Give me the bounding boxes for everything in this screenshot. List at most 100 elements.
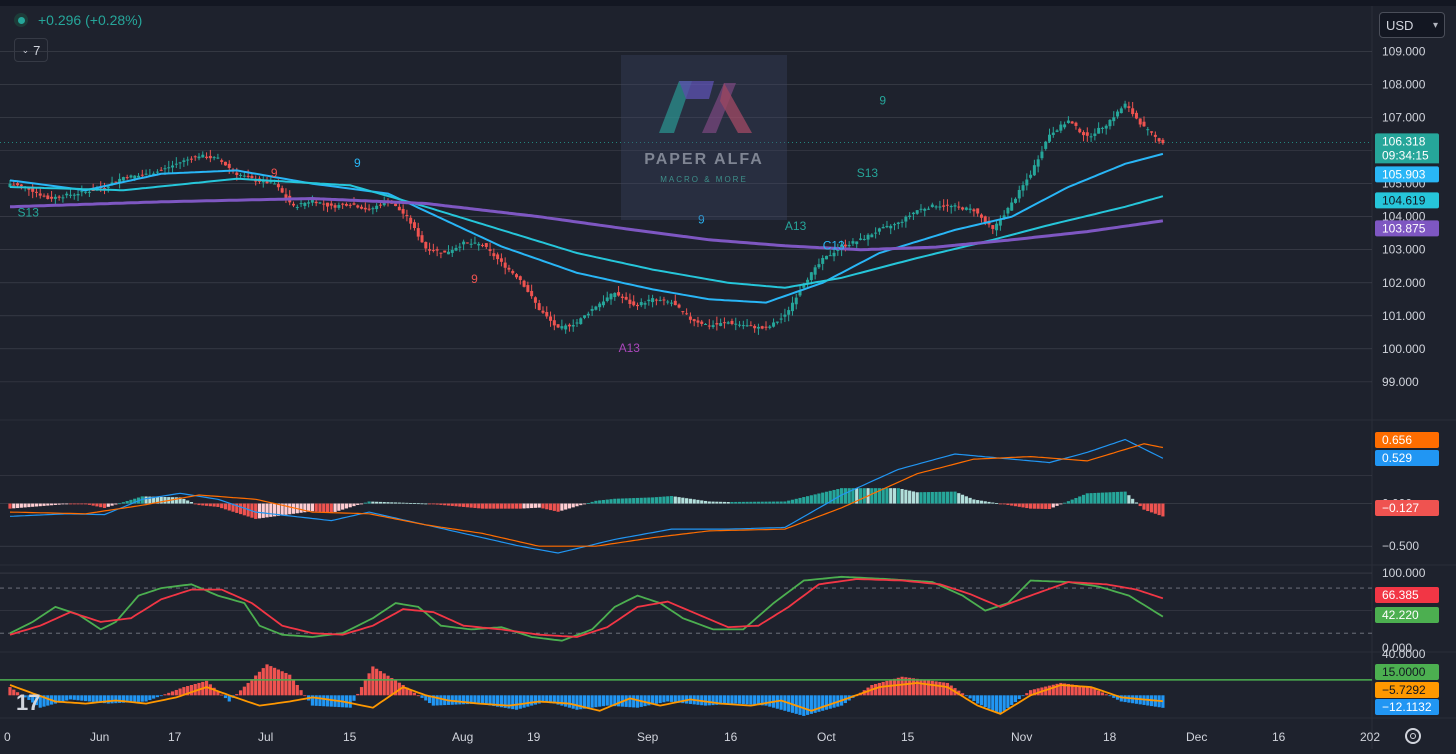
osc-histogram-bar <box>61 695 65 702</box>
macd-histogram-bar <box>639 497 643 504</box>
candle-body <box>212 157 216 159</box>
macd-histogram-bar <box>753 501 757 504</box>
tradingview-logo-icon[interactable]: 17 <box>16 690 41 715</box>
macd-histogram-bar <box>635 497 640 504</box>
candle-body <box>972 209 976 212</box>
candle-body <box>1089 136 1093 138</box>
candle-body <box>1059 124 1063 131</box>
candle-body <box>654 299 658 301</box>
currency-select[interactable]: USD ▾ <box>1379 12 1445 38</box>
osc-histogram-bar <box>923 679 927 696</box>
macd-histogram-bar <box>968 497 972 504</box>
candle-body <box>1108 119 1112 127</box>
candle-body <box>1040 151 1044 159</box>
settings-gear-icon[interactable] <box>1405 728 1421 744</box>
osc-histogram-bar <box>159 695 163 697</box>
osc-histogram-bar <box>186 686 190 696</box>
candle-body <box>416 228 420 237</box>
osc-histogram-bar <box>216 691 220 696</box>
osc-histogram-bar <box>19 694 23 696</box>
candle-body <box>772 322 776 327</box>
price-tick-label: 109.000 <box>1382 45 1426 59</box>
macd-histogram-bar <box>821 492 825 504</box>
osc-histogram-bar <box>359 687 364 696</box>
candle-body <box>764 326 768 328</box>
macd-histogram-bar <box>575 503 579 507</box>
candle-body <box>144 173 148 175</box>
osc-histogram-bar <box>919 679 923 696</box>
candle-body <box>836 249 840 251</box>
osc-histogram-bar <box>57 695 61 703</box>
candle-body <box>273 183 277 185</box>
macd-histogram-bar <box>363 502 367 504</box>
macd-histogram-bar <box>99 503 103 508</box>
candle-body <box>851 241 855 244</box>
candle-body <box>787 310 791 315</box>
osc-histogram-bar <box>318 695 322 707</box>
macd-histogram-bar <box>874 488 878 504</box>
candle-body <box>87 191 91 193</box>
osc-histogram-bar <box>454 695 458 705</box>
osc-histogram-bar <box>238 690 243 696</box>
macd-value-label: 0.529 <box>1382 451 1412 465</box>
macd-histogram-bar <box>269 503 273 517</box>
macd-histogram-bar <box>1066 501 1070 504</box>
candle-body <box>106 186 110 188</box>
market-status-icon[interactable] <box>14 13 28 27</box>
osc-histogram-bar <box>1047 685 1052 696</box>
candle-body <box>329 203 333 206</box>
macd-histogram-bar <box>548 503 553 511</box>
candle-body <box>874 232 878 234</box>
candle-body <box>348 204 352 206</box>
osc-histogram-bar <box>734 695 738 704</box>
macd-histogram-bar <box>1013 503 1018 507</box>
candle-body <box>477 243 481 246</box>
macd-histogram-bar <box>337 503 341 511</box>
macd-histogram-bar <box>484 503 488 509</box>
macd-histogram-bar <box>530 503 534 509</box>
candle-body <box>250 175 254 179</box>
osc-level-value-label-box <box>1375 664 1439 680</box>
osc-histogram-bar <box>632 695 636 708</box>
osc-histogram-bar <box>817 695 821 712</box>
macd-histogram-bar <box>1097 492 1101 504</box>
candle-body <box>930 204 934 208</box>
macd-histogram-bar <box>76 503 80 505</box>
candle-body <box>314 201 318 204</box>
macd-histogram-bar <box>1025 503 1029 509</box>
candle-body <box>280 188 284 193</box>
osc-histogram-bar <box>942 682 946 696</box>
macd-histogram-bar <box>783 501 787 504</box>
indicators-count: 7 <box>33 42 41 58</box>
candle-body <box>38 193 42 196</box>
candle-body <box>855 241 859 245</box>
macd-histogram-bar <box>586 502 590 504</box>
stoch-d-line <box>9 578 1164 638</box>
osc-histogram-bar <box>1081 686 1086 696</box>
osc-histogram-bar <box>87 695 91 702</box>
macd-histogram-bar <box>367 501 371 504</box>
candle-body <box>375 205 379 210</box>
candle-body <box>643 303 647 305</box>
candle-body <box>598 303 602 308</box>
candle-body <box>235 172 239 175</box>
macd-histogram-bar <box>129 499 133 504</box>
candle-body <box>458 246 462 248</box>
candle-body <box>496 254 500 260</box>
osc-histogram-bar <box>635 695 640 708</box>
osc-histogram-bar <box>1115 695 1120 700</box>
macd-histogram-bar <box>722 501 727 504</box>
macd-histogram-bar <box>182 498 186 504</box>
macd-histogram-bar <box>318 503 322 512</box>
osc-histogram-bar <box>465 695 469 705</box>
candle-body <box>734 323 738 325</box>
osc-histogram-bar <box>409 690 413 696</box>
osc-histogram-bar <box>76 695 80 701</box>
candle-body <box>685 313 689 315</box>
indicators-toggle[interactable]: ⌄ 7 <box>14 38 48 62</box>
osc-histogram-bar <box>647 695 651 706</box>
osc-histogram-bar <box>1119 695 1123 702</box>
osc-histogram-bar <box>110 695 114 704</box>
